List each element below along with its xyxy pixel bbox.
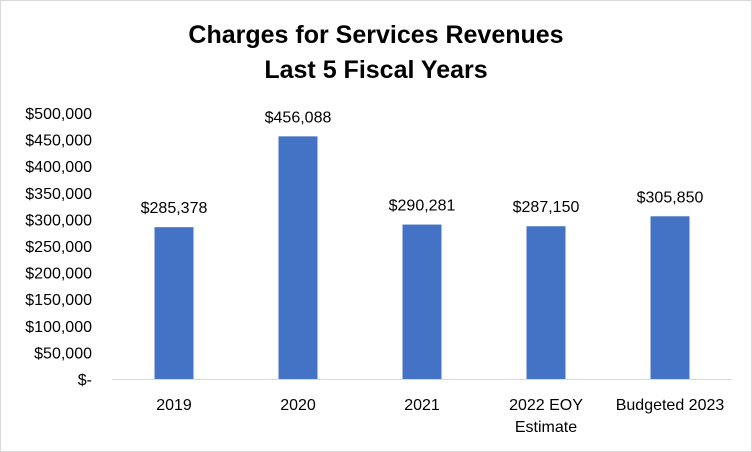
data-label: $305,850 [637, 189, 704, 206]
x-tick-label: Estimate [515, 419, 577, 436]
y-tick-label: $100,000 [25, 319, 92, 336]
y-tick-label: $50,000 [34, 345, 92, 362]
chart-title: Charges for Services Revenues Last 5 Fis… [0, 18, 752, 88]
bar [650, 216, 690, 379]
data-label: $285,378 [141, 200, 208, 217]
bar [526, 226, 566, 379]
y-tick-label: $300,000 [25, 212, 92, 229]
data-label: $287,150 [513, 199, 580, 216]
y-tick-label: $150,000 [25, 292, 92, 309]
y-tick-label: $350,000 [25, 186, 92, 203]
x-tick-label: 2019 [156, 397, 192, 414]
y-tick-label: $400,000 [25, 159, 92, 176]
y-tick-label: $450,000 [25, 133, 92, 150]
y-tick-label: $250,000 [25, 239, 92, 256]
data-label: $456,088 [265, 109, 332, 126]
bar [402, 224, 442, 379]
data-label: $290,281 [389, 198, 456, 215]
x-tick-label: 2020 [280, 397, 316, 414]
y-tick-label: $- [78, 372, 92, 389]
x-tick-label: 2021 [404, 397, 440, 414]
chart-title-line-2: Last 5 Fiscal Years [264, 56, 488, 84]
chart-title-line-1: Charges for Services Revenues [188, 21, 564, 49]
bar [278, 136, 318, 379]
bar [154, 227, 194, 379]
y-tick-label: $200,000 [25, 266, 92, 283]
x-tick-label: Budgeted 2023 [616, 397, 725, 414]
y-tick-label: $500,000 [25, 106, 92, 123]
x-tick-label: 2022 EOY [509, 397, 583, 414]
